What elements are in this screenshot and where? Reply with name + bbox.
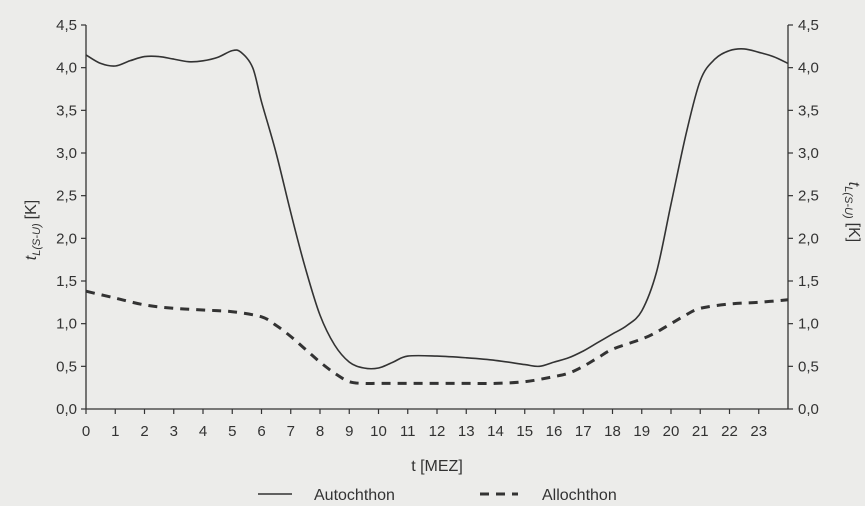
- x-tick-label: 4: [199, 423, 207, 440]
- x-tick-label: 14: [487, 423, 504, 440]
- x-axis: 0 1 2 3 4 5 6 7 8 9 10 11 12 13 14 15 16 17 18 19 20 21 22 23: [82, 408, 788, 440]
- left-y-tick-label: 0,5: [56, 358, 77, 375]
- left-y-tick-label: 1,5: [56, 273, 77, 290]
- x-tick-label: 19: [633, 423, 650, 440]
- series-line-autochthon: [85, 48, 789, 370]
- left-y-tick-label: 1,0: [56, 316, 77, 333]
- left-y-tick-label: 4,5: [56, 17, 77, 34]
- right-y-axis-title-main: t: [845, 182, 862, 187]
- left-y-tick-label: 2,0: [56, 230, 77, 247]
- x-tick-label: 12: [429, 423, 446, 440]
- x-tick-label: 13: [458, 423, 475, 440]
- x-axis-title: t [MEZ]: [411, 458, 463, 475]
- x-tick-label: 7: [287, 423, 295, 440]
- legend-label-allochthon: Allochthon: [542, 487, 617, 504]
- left-y-tick-label: 3,5: [56, 102, 77, 119]
- x-tick-label: 18: [604, 423, 621, 440]
- x-tick-label: 8: [316, 423, 324, 440]
- x-tick-label: 11: [400, 423, 416, 440]
- legend-label-autochthon: Autochthon: [314, 487, 395, 504]
- x-tick-label: 5: [228, 423, 236, 440]
- x-tick-label: 6: [257, 423, 265, 440]
- plot-area: [85, 48, 789, 386]
- x-tick-label: 17: [575, 423, 592, 440]
- left-y-tick-label: 4,0: [56, 60, 77, 77]
- right-y-tick-label: 1,5: [798, 273, 819, 290]
- left-y-axis-title-sub: L(S-U): [31, 223, 43, 256]
- x-tick-label: 22: [721, 423, 738, 440]
- x-tick-label: 3: [170, 423, 178, 440]
- left-y-tick-label: 3,0: [56, 145, 77, 162]
- x-tick-label: 23: [750, 423, 767, 440]
- x-tick-label: 20: [663, 423, 680, 440]
- left-y-axis: 0,0 0,5 1,0 1,5 2,0 2,5 3,0 3,5 4,0 4,5: [56, 17, 87, 418]
- x-tick-label: 0: [82, 423, 90, 440]
- x-tick-label: 9: [345, 423, 353, 440]
- right-y-tick-label: 4,0: [798, 60, 819, 77]
- right-y-tick-label: 1,0: [798, 316, 819, 333]
- left-y-axis-title: tL(S-U) [K]: [23, 200, 43, 260]
- right-y-axis-title-sub: L(S-U): [842, 186, 854, 219]
- x-tick-label: 2: [140, 423, 148, 440]
- right-y-axis-title: tL(S-U) [K]: [842, 182, 862, 242]
- left-y-tick-label: 2,5: [56, 188, 77, 205]
- right-y-tick-label: 3,5: [798, 102, 819, 119]
- left-y-tick-label: 0,0: [56, 401, 77, 418]
- legend: Autochthon Allochthon: [258, 487, 617, 504]
- right-y-axis: 0,0 0,5 1,0 1,5 2,0 2,5 3,0 3,5 4,0 4,5: [787, 17, 819, 418]
- right-y-tick-label: 0,0: [798, 401, 819, 418]
- x-tick-label: 15: [516, 423, 533, 440]
- x-tick-label: 10: [370, 423, 387, 440]
- right-y-tick-label: 4,5: [798, 17, 819, 34]
- x-tick-label: 16: [546, 423, 563, 440]
- right-y-axis-title-unit: [K]: [845, 223, 862, 243]
- x-tick-label: 1: [111, 423, 119, 440]
- right-y-tick-label: 2,0: [798, 230, 819, 247]
- right-y-tick-label: 0,5: [798, 358, 819, 375]
- series-line-allochthon: [85, 289, 789, 386]
- right-y-tick-label: 2,5: [798, 188, 819, 205]
- right-y-tick-label: 3,0: [798, 145, 819, 162]
- left-y-axis-title-main: t: [23, 255, 40, 260]
- x-tick-label: 21: [692, 423, 709, 440]
- left-y-axis-title-unit: [K]: [23, 200, 40, 220]
